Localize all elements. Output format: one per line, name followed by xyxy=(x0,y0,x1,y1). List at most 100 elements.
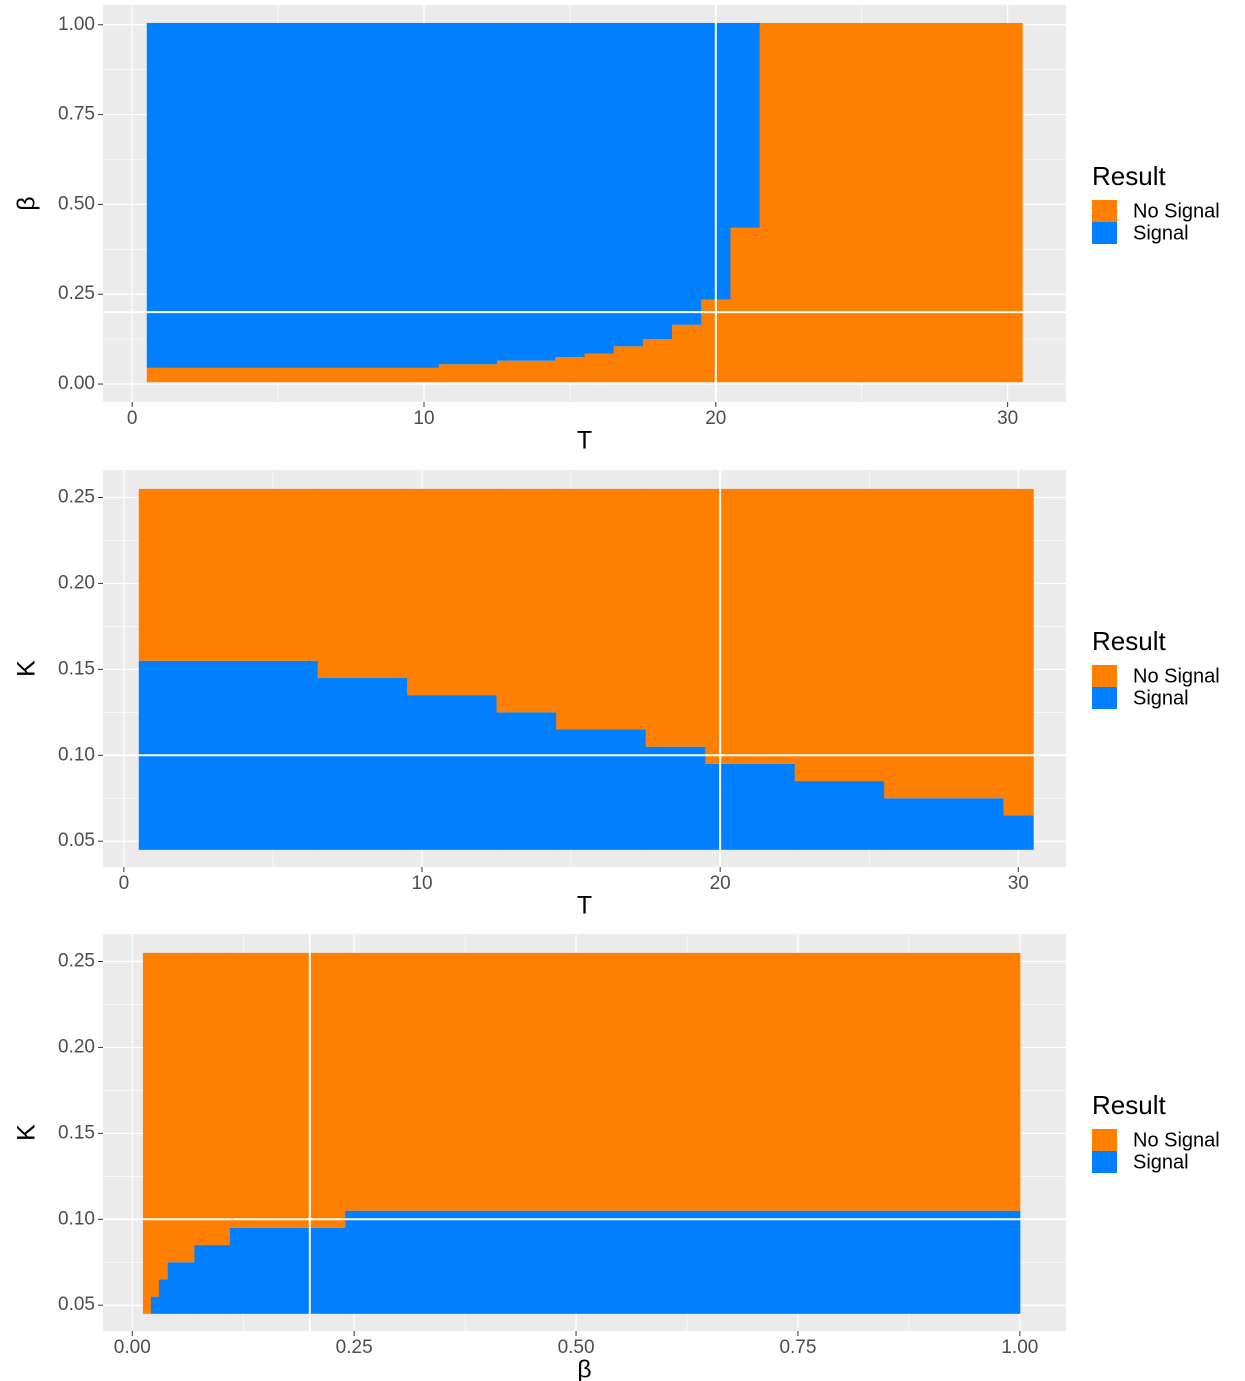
region-above xyxy=(584,22,615,354)
region-below xyxy=(705,763,796,850)
legend-label: No Signal xyxy=(1133,1129,1220,1151)
region-below xyxy=(794,781,885,850)
region-below xyxy=(229,1227,346,1314)
region-below xyxy=(555,357,585,383)
region-below xyxy=(1003,815,1034,850)
y-tick-label: 0.15 xyxy=(58,658,95,679)
y-tick-label: 0.05 xyxy=(58,830,95,851)
region-below xyxy=(884,798,1004,850)
region-below xyxy=(194,1245,231,1314)
region-below xyxy=(317,677,408,850)
x-tick-label: 0.25 xyxy=(336,1337,373,1358)
region-above xyxy=(705,488,796,764)
region-above xyxy=(613,22,644,347)
region-above xyxy=(138,488,319,661)
region-above xyxy=(345,952,1021,1211)
y-axis-title: β xyxy=(13,196,41,210)
region-below xyxy=(645,746,706,850)
y-tick-label: 0.10 xyxy=(58,1208,95,1229)
region-above xyxy=(150,952,160,1297)
y-tick-label: 0.05 xyxy=(58,1294,95,1315)
region-above xyxy=(407,488,498,696)
region-below xyxy=(345,1210,1021,1314)
region-above xyxy=(672,22,702,325)
x-tick-label: 0 xyxy=(119,873,130,894)
y-axis-title: K xyxy=(13,660,41,677)
region-below xyxy=(613,346,644,383)
x-tick-label: 0.75 xyxy=(779,1337,816,1358)
legend-key xyxy=(1092,200,1117,222)
x-axis-title: T xyxy=(577,892,592,920)
region-below xyxy=(407,695,498,850)
x-tick-label: 0.00 xyxy=(114,1337,151,1358)
region-below xyxy=(759,22,1023,383)
region-below xyxy=(672,324,702,383)
x-tick-label: 10 xyxy=(411,873,432,894)
region-above xyxy=(317,488,408,678)
y-tick-label: 0.15 xyxy=(58,1122,95,1143)
legend-label: No Signal xyxy=(1133,200,1220,222)
region-above xyxy=(146,22,440,368)
region-above xyxy=(496,488,557,713)
y-tick-label: 0.25 xyxy=(58,487,95,508)
x-tick-label: 0 xyxy=(127,408,138,429)
region-above xyxy=(1003,488,1034,816)
y-tick-label: 0.20 xyxy=(58,1036,95,1057)
legend-title: Result xyxy=(1092,626,1166,656)
region-above xyxy=(730,22,761,228)
y-tick-label: 1.00 xyxy=(58,14,95,35)
x-tick-label: 20 xyxy=(710,873,731,894)
region-above xyxy=(556,488,647,730)
legend-label: Signal xyxy=(1133,687,1189,709)
legend-key xyxy=(1092,665,1117,687)
legend-label: Signal xyxy=(1133,222,1189,244)
x-tick-label: 20 xyxy=(705,408,726,429)
x-tick-label: 10 xyxy=(413,408,434,429)
region-above xyxy=(142,952,152,1314)
region-below xyxy=(438,364,498,383)
region-below xyxy=(167,1262,195,1314)
y-tick-label: 0.00 xyxy=(58,373,95,394)
region-above xyxy=(496,22,556,361)
region-above xyxy=(167,952,195,1263)
legend-title: Result xyxy=(1092,161,1166,191)
x-axis-title: T xyxy=(577,427,592,455)
region-above xyxy=(438,22,498,365)
x-tick-label: 30 xyxy=(997,408,1018,429)
region-below xyxy=(150,1296,160,1314)
region-below xyxy=(730,227,761,383)
region-above xyxy=(158,952,169,1280)
legend-key xyxy=(1092,1129,1117,1151)
region-below xyxy=(584,353,615,383)
region-above xyxy=(642,22,673,340)
y-tick-label: 0.50 xyxy=(58,193,95,214)
y-tick-label: 0.75 xyxy=(58,104,95,125)
region-below xyxy=(158,1279,169,1314)
legend-key xyxy=(1092,687,1117,709)
y-tick-label: 0.25 xyxy=(58,283,95,304)
region-above xyxy=(555,22,585,358)
legend-key xyxy=(1092,1151,1117,1173)
region-above xyxy=(794,488,885,782)
legend-label: No Signal xyxy=(1133,665,1220,687)
legend-title: Result xyxy=(1092,1090,1166,1120)
region-below xyxy=(496,360,556,383)
y-tick-label: 0.10 xyxy=(58,744,95,765)
y-axis-title: K xyxy=(13,1124,41,1141)
region-above xyxy=(884,488,1004,799)
x-tick-label: 0.50 xyxy=(558,1337,595,1358)
region-below xyxy=(642,339,673,383)
region-below xyxy=(556,729,647,850)
region-above xyxy=(194,952,231,1246)
x-axis-title: β xyxy=(577,1356,591,1381)
region-above xyxy=(229,952,346,1228)
region-above xyxy=(645,488,706,747)
y-tick-label: 0.25 xyxy=(58,951,95,972)
y-tick-label: 0.20 xyxy=(58,572,95,593)
x-tick-label: 1.00 xyxy=(1001,1337,1038,1358)
legend-key xyxy=(1092,222,1117,244)
region-below xyxy=(496,712,557,850)
x-tick-label: 30 xyxy=(1008,873,1029,894)
legend-label: Signal xyxy=(1133,1151,1189,1173)
